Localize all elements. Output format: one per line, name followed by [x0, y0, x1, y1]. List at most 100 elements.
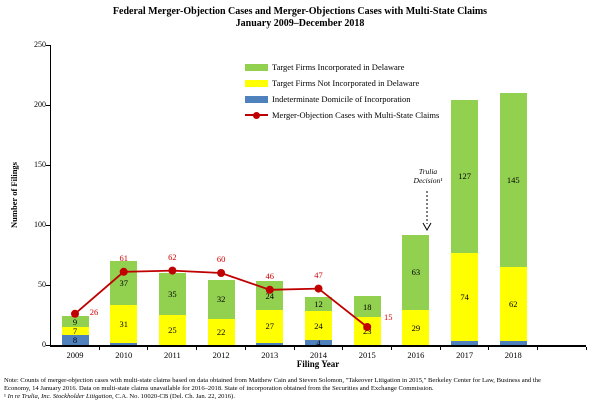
bar-segment-label: 35	[168, 289, 177, 299]
bar-segment-label: 27	[265, 321, 275, 332]
x-axis-title: Filing Year	[296, 359, 340, 369]
line-value-label: 60	[216, 254, 226, 264]
y-axis-title: Number of Filings	[9, 162, 19, 228]
x-year-label: 2011	[164, 350, 181, 360]
bar-segment	[499, 341, 527, 345]
chart-subtitle: January 2009–December 2018	[235, 18, 365, 29]
bar-segment-label: 32	[216, 294, 226, 305]
x-tick	[293, 347, 295, 350]
y-tick	[46, 345, 50, 346]
bar-segment-label: 24	[314, 320, 323, 331]
legend-item: Target Firms Not Incorporated in Delawar…	[245, 75, 419, 91]
y-tick	[46, 45, 50, 46]
footnote-case-name: In re Trulia, Inc. Stockholder Litigatio…	[7, 393, 112, 400]
x-tick	[439, 347, 441, 350]
legend-item: Merger-Objection Cases with Multi-State …	[245, 107, 439, 123]
x-tick	[196, 347, 198, 350]
bar-segment-label: 62	[509, 299, 518, 310]
y-tick-label: 0	[42, 340, 46, 349]
y-tick-label: 150	[34, 160, 46, 169]
legend-swatch-not-delaware-icon	[245, 79, 268, 87]
bar-segment	[110, 342, 138, 345]
bar-segment-label: 8	[72, 335, 78, 346]
x-year-label: 2013	[261, 350, 279, 360]
bar-segment-label: 22	[216, 326, 226, 337]
x-year-label: 2009	[66, 350, 84, 360]
legend-label: Target Firms Not Incorporated in Delawar…	[272, 78, 420, 88]
trulia-annotation: Trulia Decision¹	[399, 167, 457, 185]
bar-segment	[402, 310, 430, 345]
legend-label: Target Firms Incorporated in Delaware	[272, 62, 405, 72]
y-tick-label: 50	[38, 280, 46, 289]
y-tick	[46, 165, 50, 166]
legend-swatch-indeterminate-icon	[245, 95, 268, 103]
legend-item: Target Firms Incorporated in Delaware	[245, 59, 404, 75]
bar-segment	[402, 234, 430, 311]
line-value-label: 61	[119, 252, 128, 263]
bar-segment-label: 63	[411, 267, 421, 278]
line-value-label: 15	[383, 312, 393, 322]
line-value-label: 46	[265, 270, 275, 281]
y-tick-label: 200	[34, 100, 46, 109]
line-value-label: 26	[89, 306, 99, 317]
footnote-marker: ¹	[4, 393, 8, 400]
bar-segment	[305, 340, 332, 345]
legend-item: Indeterminate Domicile of Incorporation	[245, 91, 411, 107]
bar-segment-label: 24	[265, 290, 275, 301]
footnote: Note: Counts of merger-objection cases w…	[4, 377, 597, 401]
x-tick	[488, 347, 490, 350]
footnote-line2: Economy, 14 January 2016. Data on multi-…	[4, 385, 434, 392]
y-tick	[46, 225, 50, 226]
bar-segment	[451, 341, 479, 345]
line-marker	[314, 284, 323, 293]
x-year-label: 2018	[504, 350, 522, 360]
x-year-label: 2010	[115, 350, 133, 360]
bar-segment-label: 25	[168, 325, 177, 335]
bar-segment	[61, 335, 89, 345]
bar-segment-label: 145	[506, 175, 520, 185]
x-year-label: 2017	[456, 350, 474, 360]
legend-swatch-delaware-icon	[245, 63, 268, 71]
x-tick	[147, 347, 149, 350]
legend-line-dot	[253, 111, 260, 119]
bar-segment-label: 12	[314, 299, 323, 310]
y-tick-label: 100	[34, 220, 46, 229]
legend-label: Indeterminate Domicile of Incorporation	[272, 94, 411, 104]
line-marker	[217, 269, 226, 277]
x-year-label: 2014	[310, 350, 327, 360]
bar-segment-label: 7	[72, 326, 78, 337]
x-year-label: 2016	[407, 350, 425, 360]
bar-segment-label: 127	[458, 171, 471, 182]
y-tick-label: 250	[34, 40, 46, 49]
bar-segment	[499, 267, 527, 342]
bar-segment	[451, 100, 479, 253]
bar-segment-label: 18	[362, 301, 372, 312]
x-tick	[342, 347, 344, 350]
bar-segment-label: 74	[460, 292, 469, 302]
y-axis-line	[50, 45, 51, 347]
annotation-line2: Decision¹	[413, 176, 443, 185]
bar-segment-label: 29	[411, 322, 421, 333]
x-tick	[244, 347, 246, 350]
footnote-citation-rest: , C.A. No. 10020-CB (Del. Ch. Jan. 22, 2…	[111, 393, 235, 400]
legend-line-marker-icon	[245, 111, 268, 119]
footnote-line1: Note: Counts of merger-objection cases w…	[4, 377, 541, 384]
x-tick	[585, 347, 587, 350]
x-tick	[390, 347, 392, 350]
line-value-label: 47	[314, 269, 323, 280]
bar-segment	[451, 252, 479, 342]
x-year-label: 2012	[212, 350, 230, 360]
bar-segment-label: 37	[119, 278, 128, 289]
bar-segment-label: 31	[119, 319, 128, 329]
x-tick	[537, 347, 538, 350]
bar-segment-label: 9	[72, 316, 78, 327]
chart-title: Federal Merger-Objection Cases and Merge…	[112, 6, 488, 17]
legend-label: Merger-Objection Cases with Multi-State …	[272, 110, 440, 120]
footnote-citation: ¹ In re Trulia, Inc. Stockholder Litigat…	[4, 393, 597, 401]
x-tick	[98, 347, 100, 350]
x-axis-line	[50, 345, 586, 347]
bar-segment	[256, 342, 284, 345]
line-value-label: 62	[168, 251, 177, 262]
bar-segment	[499, 93, 527, 267]
